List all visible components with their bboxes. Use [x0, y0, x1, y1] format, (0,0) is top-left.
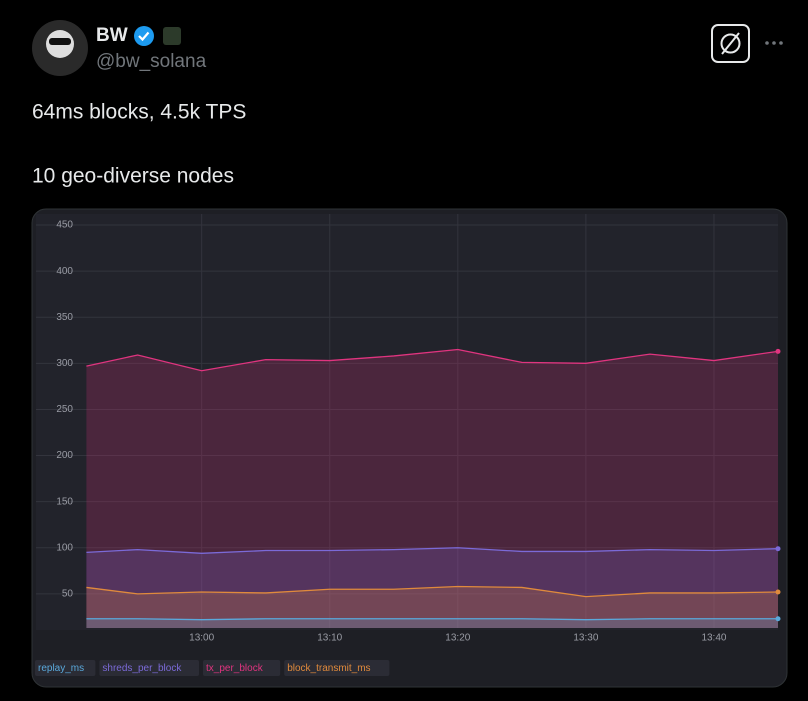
more-button[interactable] [765, 41, 783, 45]
series-end-point [775, 546, 781, 552]
series-line [86, 618, 778, 621]
legend-chip [203, 660, 281, 676]
grok-icon-slash [721, 32, 740, 55]
y-tick-label: 300 [56, 358, 73, 369]
x-tick-label: 13:00 [189, 633, 214, 644]
x-tick-label: 13:40 [701, 633, 726, 644]
series-end-point [775, 616, 781, 622]
series-area [86, 586, 778, 628]
legend-label: replay_ms [38, 663, 84, 674]
verified-check [138, 31, 150, 42]
y-tick-label: 100 [56, 542, 73, 553]
avatar-glasses [49, 38, 71, 45]
legend-label: block_transmit_ms [287, 663, 370, 674]
y-tick-label: 400 [56, 266, 73, 277]
author-name[interactable]: BW [96, 25, 128, 46]
series-line [86, 348, 779, 372]
series-end-point [775, 348, 781, 354]
y-tick-label: 450 [56, 220, 73, 231]
x-tick-label: 13:30 [573, 633, 598, 644]
chart: 50 100 150 200 250 300 350 400 450 13:00 13:10 13:2… [35, 214, 781, 676]
y-tick-label: 50 [62, 589, 74, 600]
y-tick-label: 150 [56, 496, 73, 507]
tweet-text: 10 geo-diverse nodes [32, 165, 234, 188]
legend-chip [35, 660, 96, 676]
series-line [86, 585, 779, 598]
series-end-point [775, 589, 781, 595]
tweet-text: 64ms blocks, 4.5k TPS [32, 101, 246, 124]
plot-area [36, 214, 778, 630]
legend-label: shreds_per_block [102, 663, 182, 674]
x-tick-label: 13:20 [445, 633, 470, 644]
series-area [86, 349, 778, 628]
legend-label: tx_per_block [206, 663, 264, 674]
legend-chip [284, 660, 390, 676]
grok-button[interactable] [711, 24, 750, 63]
legend-chip [99, 660, 199, 676]
verified-badge [134, 26, 154, 46]
series-area [86, 618, 778, 628]
series-line [86, 547, 779, 554]
y-tick-label: 250 [56, 404, 73, 415]
affiliate-icon [163, 27, 181, 45]
y-tick-label: 200 [56, 450, 73, 461]
x-tick-label: 13:10 [317, 633, 342, 644]
y-tick-label: 350 [56, 312, 73, 323]
grok-icon [720, 33, 741, 54]
author-handle[interactable]: @bw_solana [96, 51, 207, 72]
